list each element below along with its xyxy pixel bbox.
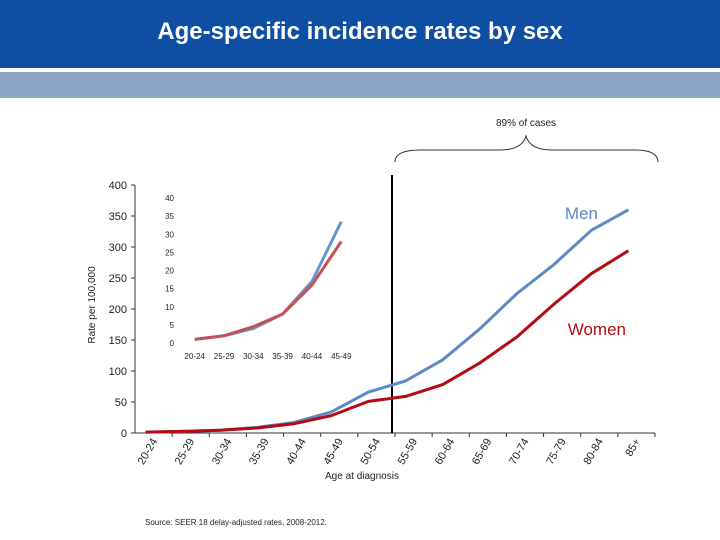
y-tick-label: 50	[115, 397, 127, 409]
x-tick-label: 80-84	[581, 437, 605, 467]
x-tick-label: 50-54	[359, 437, 383, 467]
x-tick-label: 65-69	[470, 437, 494, 467]
y-tick-label: 300	[109, 242, 127, 254]
y-tick-label: 200	[109, 304, 127, 316]
y-tick-label: 350	[109, 211, 127, 223]
x-tick-label: 45-49	[321, 437, 345, 467]
inset-y-tick-label: 40	[165, 194, 174, 203]
inset-x-tick-label: 35-39	[272, 352, 293, 361]
x-tick-label: 30-34	[210, 437, 234, 467]
x-tick-label: 40-44	[284, 437, 308, 467]
accent-bar	[0, 72, 720, 98]
y-tick-label: 100	[109, 366, 127, 378]
inset-y-tick-label: 0	[170, 339, 175, 348]
inset-x-tick-label: 20-24	[184, 352, 205, 361]
inset-x-tick-label: 40-44	[302, 352, 323, 361]
y-tick-label: 400	[109, 180, 127, 192]
x-tick-label: 20-24	[136, 437, 160, 467]
x-tick-label: 75-79	[544, 437, 568, 467]
cases-brace	[394, 134, 659, 163]
y-axis-label: Rate per 100,000	[87, 266, 98, 344]
brace-label: 89% of cases	[496, 118, 556, 129]
inset-y-tick-label: 5	[170, 321, 175, 330]
inset-y-tick-label: 35	[165, 212, 174, 221]
x-tick-label: 60-64	[433, 437, 457, 467]
x-tick-label: 85+	[623, 437, 643, 459]
y-tick-label: 0	[121, 428, 127, 440]
y-tick-label: 150	[109, 335, 127, 347]
series-label-men: Men	[565, 204, 598, 223]
inset-y-tick-label: 25	[165, 248, 174, 257]
title-banner: Age-specific incidence rates by sex	[0, 0, 720, 68]
x-tick-label: 25-29	[173, 437, 197, 467]
inset-x-tick-label: 45-49	[331, 352, 352, 361]
inset-x-tick-label: 30-34	[243, 352, 264, 361]
inset-y-tick-label: 30	[165, 230, 174, 239]
x-tick-label: 70-74	[507, 437, 531, 467]
series-line-women	[145, 249, 630, 434]
y-tick-label: 250	[109, 273, 127, 285]
slide-title: Age-specific incidence rates by sex	[157, 18, 563, 45]
inset-background	[140, 190, 378, 368]
inset-y-tick-label: 20	[165, 267, 174, 276]
x-tick-label: 55-59	[396, 437, 420, 467]
x-axis-label: Age at diagnosis	[325, 471, 399, 482]
inset-x-tick-label: 25-29	[214, 352, 235, 361]
inset-y-tick-label: 15	[165, 285, 174, 294]
source-note: Source: SEER 18 delay-adjusted rates, 20…	[145, 518, 327, 527]
inset-y-tick-label: 10	[165, 303, 174, 312]
series-label-women: Women	[568, 320, 626, 339]
x-tick-label: 35-39	[247, 437, 271, 467]
inset-series-line-1	[194, 240, 343, 341]
